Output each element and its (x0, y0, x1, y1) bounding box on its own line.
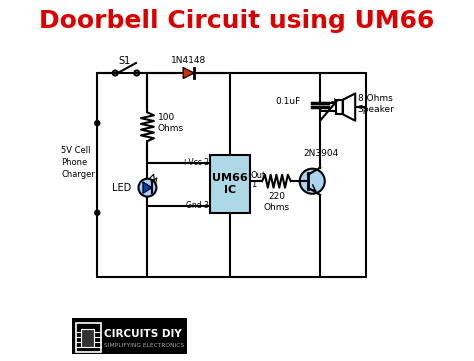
Text: 1N4148: 1N4148 (171, 56, 206, 65)
Circle shape (95, 210, 100, 215)
Polygon shape (183, 68, 194, 78)
Bar (72, 318, 187, 354)
Polygon shape (343, 93, 355, 121)
Bar (336, 100, 343, 114)
Text: Out: Out (251, 171, 266, 180)
Text: S1: S1 (118, 56, 130, 66)
Text: +: + (329, 97, 339, 108)
FancyBboxPatch shape (210, 156, 249, 213)
Bar (81, 329, 94, 347)
Text: 220
Ohms: 220 Ohms (264, 192, 290, 212)
Text: 0.1uF: 0.1uF (275, 97, 301, 106)
Text: +Vcc 2: +Vcc 2 (182, 158, 209, 167)
Text: UM66
IC: UM66 IC (212, 173, 248, 195)
Text: 1: 1 (251, 179, 256, 188)
Polygon shape (143, 182, 152, 193)
Text: 100
Ohms: 100 Ohms (157, 113, 183, 133)
Text: 8 Ohms
Speaker: 8 Ohms Speaker (358, 94, 394, 114)
Text: SIMPLIFYING ELECTRONICS: SIMPLIFYING ELECTRONICS (104, 343, 184, 348)
Circle shape (138, 179, 156, 197)
Text: CIRCUITS DIY: CIRCUITS DIY (104, 329, 182, 339)
Text: 5V Cell
Phone
Charger: 5V Cell Phone Charger (62, 146, 95, 179)
Text: LED: LED (112, 183, 131, 193)
Text: Doorbell Circuit using UM66: Doorbell Circuit using UM66 (39, 9, 435, 33)
Text: Gnd 3: Gnd 3 (186, 201, 209, 210)
Text: 2N3904: 2N3904 (303, 149, 339, 158)
Circle shape (95, 121, 100, 126)
Bar (76, 323, 101, 352)
Circle shape (300, 169, 325, 194)
